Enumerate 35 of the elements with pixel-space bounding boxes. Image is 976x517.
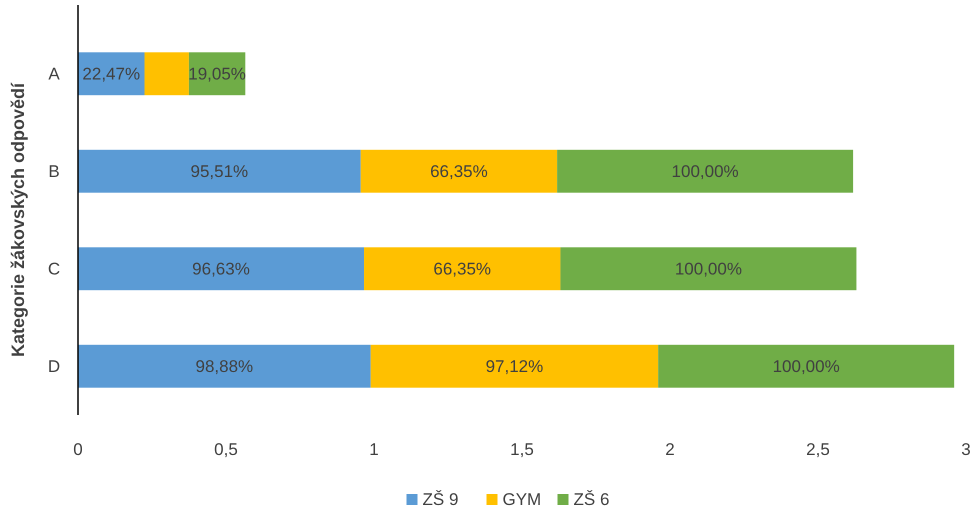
legend-label: ZŠ 6 [574,490,610,509]
bar [78,344,371,388]
x-tick-label: 1,5 [510,440,534,459]
data-label: 95,51% [190,162,248,182]
y-tick-label: D [48,357,60,376]
data-label: 66,35% [433,260,492,279]
data-label: 100,00% [772,357,840,376]
y-tick-label: A [48,64,60,84]
x-tick-label: 2,5 [806,440,830,459]
bar [370,344,658,388]
data-label: 66,35% [430,162,488,182]
x-tick-label: 0 [73,440,83,459]
data-label: 100,00% [674,260,742,279]
bar [364,247,560,290]
data-label: 100,00% [672,162,739,182]
data-label: 97,12% [486,357,544,376]
bar [658,344,954,388]
bar [360,150,558,193]
bar [78,247,364,290]
bar [557,150,854,193]
data-label: 22,47% [82,64,140,84]
data-label: 96,63% [192,260,250,279]
bar [144,52,189,96]
y-tick-label: C [48,260,60,279]
x-tick-label: 0,5 [214,440,238,459]
bar [560,247,856,290]
legend-label: GYM [502,490,542,509]
data-label: 98,88% [196,357,254,376]
y-axis-title: Kategorie žákovských odpovědí [8,82,28,358]
bar [78,150,361,193]
x-tick-label: 1 [369,440,379,459]
y-tick-label: B [48,162,60,182]
x-tick-label: 3 [961,440,971,459]
legend-label: ZŠ 9 [422,490,458,509]
x-tick-label: 2 [665,440,675,459]
